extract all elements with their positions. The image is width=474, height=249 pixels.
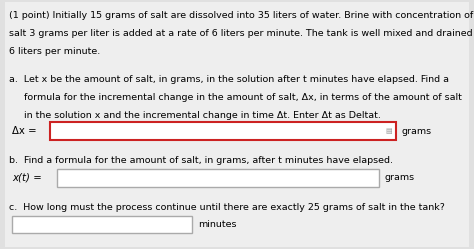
FancyBboxPatch shape <box>12 216 192 233</box>
Text: in the solution x and the incremental change in time Δt. Enter Δt as Deltat.: in the solution x and the incremental ch… <box>9 111 381 120</box>
Text: grams: grams <box>385 173 415 182</box>
Text: (1 point) Initially 15 grams of salt are dissolved into 35 liters of water. Brin: (1 point) Initially 15 grams of salt are… <box>9 11 473 20</box>
Text: b.  Find a formula for the amount of salt, in grams, after t minutes have elapse: b. Find a formula for the amount of salt… <box>9 156 392 165</box>
Text: Δx =: Δx = <box>12 126 36 136</box>
Text: minutes: minutes <box>198 220 236 229</box>
Text: 6 liters per minute.: 6 liters per minute. <box>9 47 100 56</box>
Text: grams: grams <box>401 127 432 136</box>
Text: salt 3 grams per liter is added at a rate of 6 liters per minute. The tank is we: salt 3 grams per liter is added at a rat… <box>9 29 474 38</box>
Text: formula for the incremental change in the amount of salt, Δx, in terms of the am: formula for the incremental change in th… <box>9 93 461 102</box>
FancyBboxPatch shape <box>57 169 379 187</box>
Text: a.  Let x be the amount of salt, in grams, in the solution after t minutes have : a. Let x be the amount of salt, in grams… <box>9 75 448 84</box>
FancyBboxPatch shape <box>5 2 469 247</box>
Text: ▤: ▤ <box>385 128 392 134</box>
Text: x(t) =: x(t) = <box>12 173 42 183</box>
Text: c.  How long must the process continue until there are exactly 25 grams of salt : c. How long must the process continue un… <box>9 203 445 212</box>
FancyBboxPatch shape <box>50 122 396 140</box>
